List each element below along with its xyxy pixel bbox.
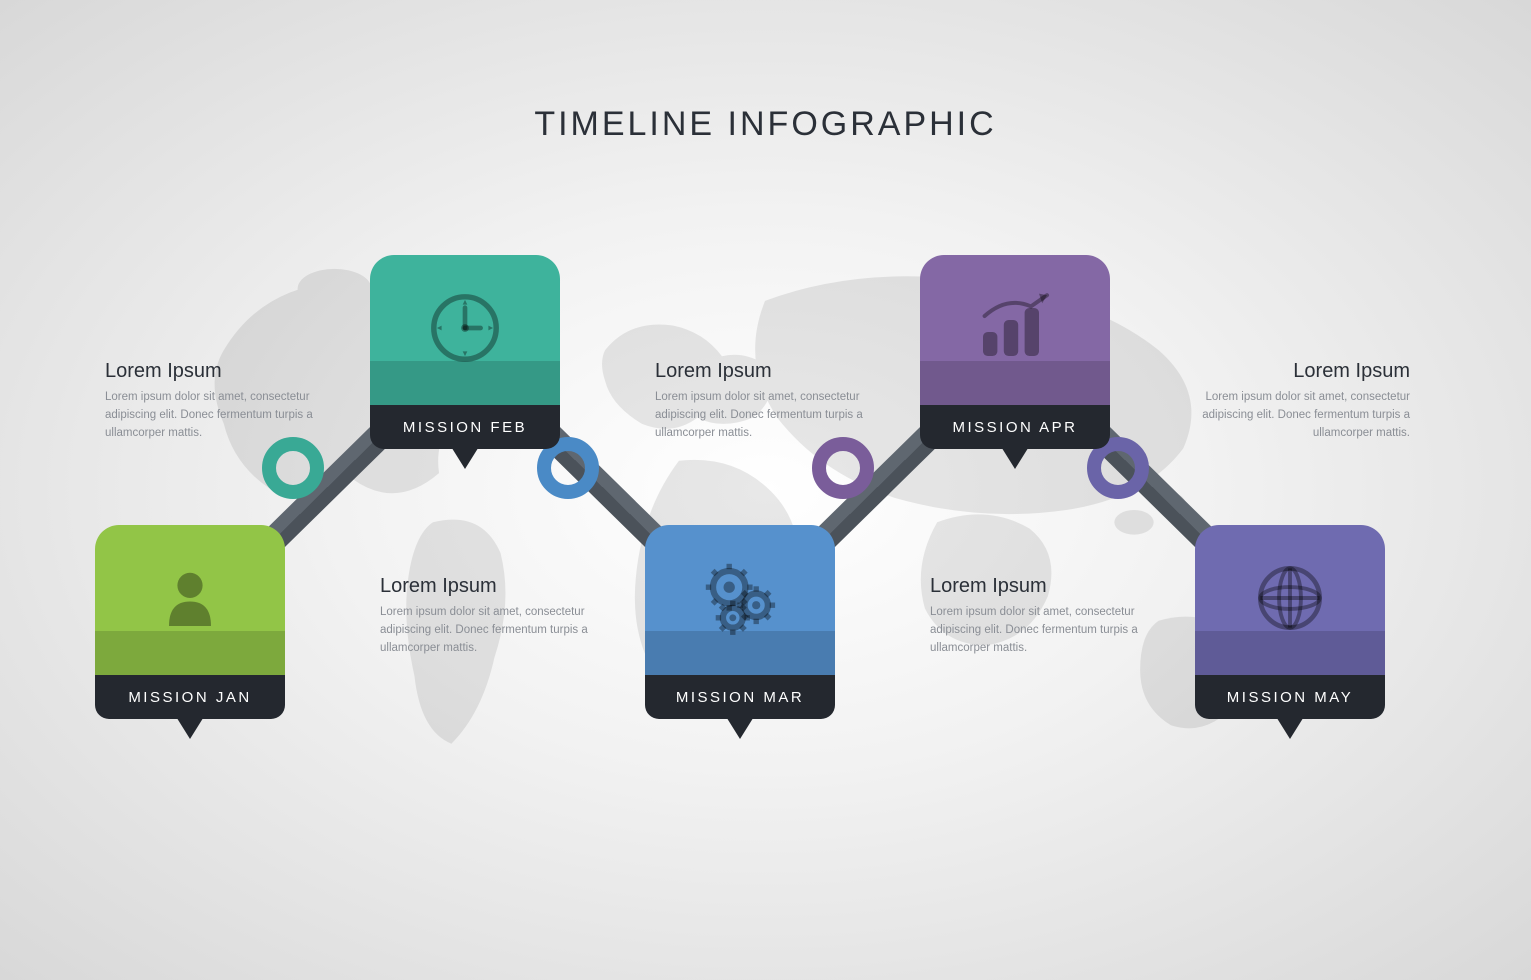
milestone-card-apr: MISSION APR: [920, 255, 1110, 449]
description-block: Lorem Ipsum Lorem ipsum dolor sit amet, c…: [105, 360, 315, 442]
milestone-card-jan: MISSION JAN: [95, 525, 285, 719]
timeline-stage: MISSION JAN MISSION FEB MISSION MAR MISSI…: [0, 0, 1531, 980]
description-heading: Lorem Ipsum: [655, 360, 865, 383]
milestone-icon-area: [370, 255, 560, 405]
milestone-label: MISSION APR: [920, 405, 1110, 449]
description-heading: Lorem Ipsum: [930, 575, 1140, 598]
milestone-icon-area: [1195, 525, 1385, 675]
description-body: Lorem ipsum dolor sit amet, consectetur …: [380, 604, 590, 657]
description-block: Lorem Ipsum Lorem ipsum dolor sit amet, c…: [380, 575, 590, 657]
milestone-label: MISSION JAN: [95, 675, 285, 719]
milestone-card-mar: MISSION MAR: [645, 525, 835, 719]
card-shade: [95, 631, 285, 675]
milestone-icon-area: [920, 255, 1110, 405]
description-body: Lorem ipsum dolor sit amet, consectetur …: [930, 604, 1140, 657]
description-heading: Lorem Ipsum: [105, 360, 315, 383]
milestone-label: MISSION MAR: [645, 675, 835, 719]
milestone-icon-area: [95, 525, 285, 675]
milestone-label: MISSION MAY: [1195, 675, 1385, 719]
milestone-icon-area: [645, 525, 835, 675]
description-heading: Lorem Ipsum: [1200, 360, 1410, 383]
milestone-label: MISSION FEB: [370, 405, 560, 449]
connector-ring: [812, 437, 874, 499]
globe-icon: [1251, 559, 1329, 642]
clock-icon: [426, 289, 504, 372]
description-body: Lorem ipsum dolor sit amet, consectetur …: [1200, 389, 1410, 442]
description-body: Lorem ipsum dolor sit amet, consectetur …: [105, 389, 315, 442]
chart-icon: [973, 292, 1057, 369]
description-body: Lorem ipsum dolor sit amet, consectetur …: [655, 389, 865, 442]
description-block: Lorem Ipsum Lorem ipsum dolor sit amet, c…: [655, 360, 865, 442]
description-heading: Lorem Ipsum: [380, 575, 590, 598]
milestone-card-feb: MISSION FEB: [370, 255, 560, 449]
description-block: Lorem Ipsum Lorem ipsum dolor sit amet, c…: [930, 575, 1140, 657]
connector-ring: [262, 437, 324, 499]
milestone-card-may: MISSION MAY: [1195, 525, 1385, 719]
description-block: Lorem Ipsum Lorem ipsum dolor sit amet, c…: [1200, 360, 1410, 442]
gears-icon: [695, 553, 785, 648]
user-icon: [155, 563, 225, 638]
